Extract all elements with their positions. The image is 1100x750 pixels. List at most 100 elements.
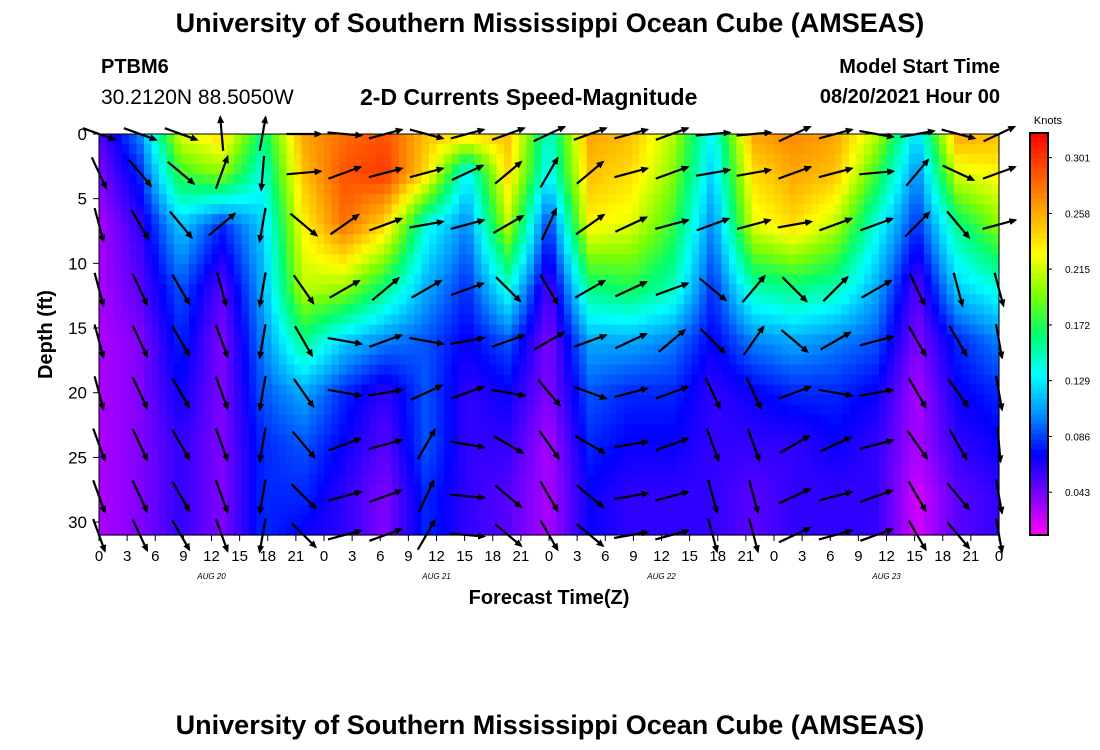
heatmap-cell — [204, 504, 213, 516]
heatmap-cell — [144, 164, 153, 175]
heatmap-cell — [541, 264, 550, 275]
heatmap-cell — [279, 174, 288, 185]
heatmap-cell — [609, 204, 618, 215]
heatmap-cell — [669, 434, 678, 446]
heatmap-cell — [804, 304, 813, 316]
heatmap-cell — [226, 484, 235, 496]
heatmap-cell — [241, 444, 250, 456]
heatmap-cell — [256, 314, 265, 326]
heatmap-cell — [121, 254, 130, 265]
heatmap-cell — [466, 324, 475, 336]
heatmap-cell — [849, 464, 858, 476]
heatmap-cell — [609, 214, 618, 225]
heatmap-cell — [601, 274, 610, 285]
heatmap-cell — [249, 144, 258, 155]
heatmap-cell — [496, 504, 505, 516]
heatmap-cell — [871, 254, 880, 265]
heatmap-cell — [564, 364, 573, 376]
heatmap-cell — [256, 254, 265, 265]
heatmap-cell — [579, 304, 588, 316]
current-vector — [904, 211, 931, 238]
heatmap-cell — [819, 144, 828, 155]
heatmap-cell — [129, 254, 138, 265]
heatmap-cell — [136, 514, 145, 526]
heatmap-cell — [924, 294, 933, 306]
heatmap-cell — [556, 464, 565, 476]
heatmap-cell — [466, 274, 475, 285]
heatmap-cell — [316, 364, 325, 376]
current-vector — [907, 480, 927, 513]
heatmap-cell — [309, 464, 318, 476]
heatmap-cell — [121, 244, 130, 255]
heatmap-cell — [204, 344, 213, 356]
current-vector — [819, 436, 853, 453]
heatmap-cell — [624, 234, 633, 245]
heatmap-cell — [789, 464, 798, 476]
heatmap-cell — [181, 164, 190, 175]
heatmap-cell — [894, 344, 903, 356]
heatmap-cell — [474, 144, 483, 155]
heatmap-cell — [511, 334, 520, 346]
heatmap-cell — [534, 434, 543, 446]
heatmap-cell — [871, 454, 880, 466]
heatmap-cell — [834, 384, 843, 396]
heatmap-cell — [774, 374, 783, 386]
heatmap-cell — [181, 214, 190, 225]
heatmap-cell — [924, 494, 933, 506]
heatmap-cell — [909, 304, 918, 316]
heatmap-cell — [534, 444, 543, 456]
heatmap-cell — [736, 264, 745, 275]
heatmap-cell — [369, 194, 378, 205]
heatmap-cell — [849, 414, 858, 426]
heatmap-cell — [474, 184, 483, 195]
heatmap-cell — [181, 244, 190, 255]
heatmap-cell — [901, 174, 910, 185]
heatmap-cell — [939, 504, 948, 516]
current-vector — [368, 438, 404, 450]
heatmap-cell — [946, 264, 955, 275]
current-vector — [614, 281, 649, 298]
heatmap-cell — [661, 354, 670, 366]
heatmap-cell — [211, 294, 220, 306]
heatmap-cell — [384, 354, 393, 366]
heatmap-cell — [969, 304, 978, 316]
heatmap-cell — [286, 174, 295, 185]
heatmap-cell — [481, 284, 490, 296]
heatmap-cell — [834, 424, 843, 436]
heatmap-cell — [489, 394, 498, 406]
heatmap-cell — [766, 194, 775, 205]
heatmap-cell — [811, 264, 820, 275]
heatmap-cell — [766, 184, 775, 195]
heatmap-cell — [684, 454, 693, 466]
heatmap-cell — [271, 404, 280, 416]
heatmap-cell — [699, 344, 708, 356]
heatmap-cell — [511, 504, 520, 516]
heatmap-cell — [196, 514, 205, 526]
heatmap-cell — [729, 384, 738, 396]
heatmap-cell — [286, 374, 295, 386]
heatmap-cell — [219, 254, 228, 265]
current-vector — [859, 334, 895, 347]
heatmap-cell — [136, 374, 145, 386]
heatmap-cell — [564, 284, 573, 296]
heatmap-cell — [526, 444, 535, 456]
heatmap-cell — [309, 314, 318, 326]
heatmap-cell — [939, 334, 948, 346]
current-vector — [409, 166, 445, 179]
heatmap-cell — [654, 344, 663, 356]
heatmap-cell — [924, 274, 933, 285]
heatmap-cell — [759, 464, 768, 476]
heatmap-cell — [474, 244, 483, 255]
heatmap-cell — [316, 384, 325, 396]
heatmap-cell — [901, 304, 910, 316]
heatmap-cell — [474, 414, 483, 426]
heatmap-cell — [901, 344, 910, 356]
heatmap-cell — [939, 314, 948, 326]
heatmap-cell — [856, 354, 865, 366]
heatmap-cell — [646, 434, 655, 446]
heatmap-cell — [721, 484, 730, 496]
heatmap-cell — [924, 394, 933, 406]
heatmap-cell — [541, 284, 550, 296]
heatmap-cell — [339, 244, 348, 255]
heatmap-cell — [954, 234, 963, 245]
